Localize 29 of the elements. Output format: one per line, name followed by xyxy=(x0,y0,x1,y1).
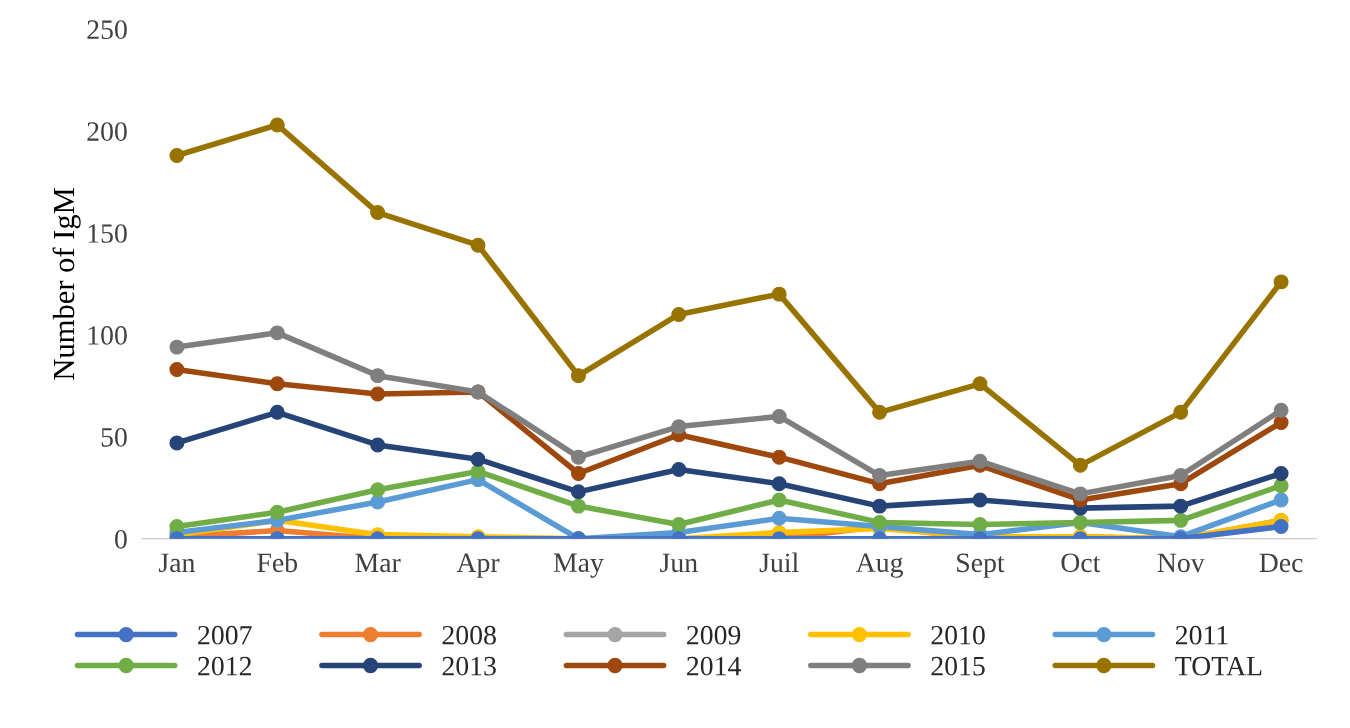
legend-label: 2007 xyxy=(198,625,252,645)
x-tick-label: Aug xyxy=(855,553,903,578)
legend-label: TOTAL xyxy=(1175,656,1262,676)
legend-label: 2013 xyxy=(442,656,496,676)
x-tick-label: Jan xyxy=(158,553,195,573)
legend-label: 2014 xyxy=(687,656,741,676)
y-tick-label: 200 xyxy=(87,122,127,141)
x-tick-label: Feb xyxy=(257,552,298,573)
y-tick-label: 100 xyxy=(88,326,127,345)
x-tick-label: Mar xyxy=(355,553,401,573)
x-tick-label: Nov xyxy=(1157,553,1205,573)
x-tick-label: Juil xyxy=(759,552,799,573)
x-tick-label: Oct xyxy=(1061,553,1101,573)
legend-label: 2015 xyxy=(931,656,985,676)
y-tick-label: 150 xyxy=(88,224,127,243)
x-tick-label: Sept xyxy=(957,553,1005,578)
legend-label: 2012 xyxy=(198,656,251,676)
x-tick-label: Dec xyxy=(1259,553,1303,573)
legend-label: 2008 xyxy=(442,625,496,645)
y-axis-title: Number of IgM xyxy=(52,188,81,380)
y-tick-label: 50 xyxy=(101,427,127,447)
x-tick-label: Jun xyxy=(660,553,698,573)
x-tick-label: May xyxy=(553,553,604,578)
y-tick-label: 0 xyxy=(115,529,127,549)
legend-label: 2011 xyxy=(1175,625,1228,645)
legend-label: 2010 xyxy=(931,625,985,645)
x-tick-label: Apr xyxy=(456,553,500,578)
legend-label: 2009 xyxy=(687,625,741,645)
y-tick-label: 250 xyxy=(87,20,127,40)
